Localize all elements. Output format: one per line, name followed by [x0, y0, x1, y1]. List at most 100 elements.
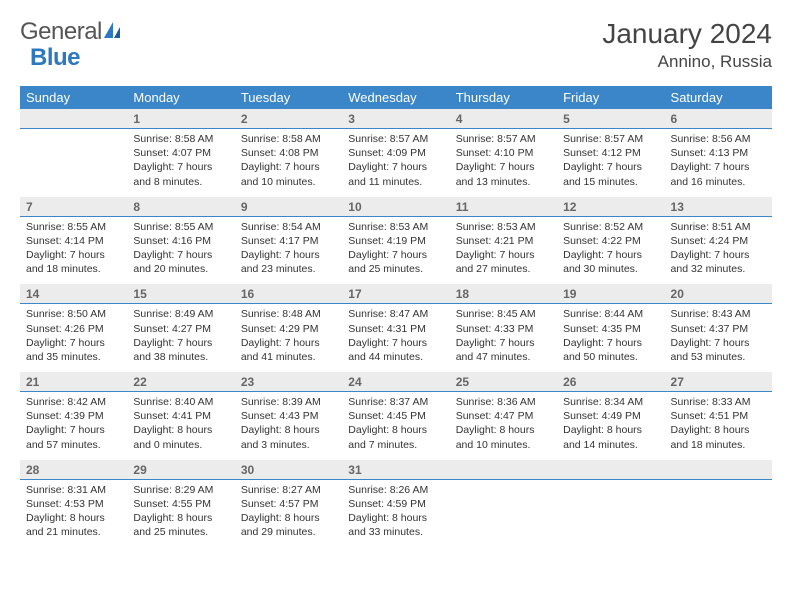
day-detail-line: Sunrise: 8:56 AM [671, 132, 766, 146]
day-detail-line: Daylight: 7 hours [563, 160, 658, 174]
day-detail-cell [450, 479, 557, 547]
day-detail-cell: Sunrise: 8:53 AMSunset: 4:21 PMDaylight:… [450, 216, 557, 284]
day-detail-cell: Sunrise: 8:27 AMSunset: 4:57 PMDaylight:… [235, 479, 342, 547]
day-number: 2 [235, 109, 342, 128]
day-detail-line: and 35 minutes. [26, 350, 121, 364]
day-detail: Sunrise: 8:40 AMSunset: 4:41 PMDaylight:… [127, 392, 234, 460]
day-detail-line: Sunset: 4:07 PM [133, 146, 228, 160]
day-detail [665, 485, 772, 543]
day-detail: Sunrise: 8:57 AMSunset: 4:12 PMDaylight:… [557, 129, 664, 197]
day-detail-cell [557, 479, 664, 547]
day-number-cell: 15 [127, 284, 234, 304]
day-detail-line: Daylight: 7 hours [456, 336, 551, 350]
day-detail-line: Sunset: 4:47 PM [456, 409, 551, 423]
day-number-cell: 8 [127, 197, 234, 217]
day-number: 5 [557, 109, 664, 128]
day-detail-line: and 13 minutes. [456, 175, 551, 189]
calendar-body: 123456Sunrise: 8:58 AMSunset: 4:07 PMDay… [20, 109, 772, 547]
day-detail-line: and 41 minutes. [241, 350, 336, 364]
day-detail: Sunrise: 8:51 AMSunset: 4:24 PMDaylight:… [665, 217, 772, 285]
day-detail-line: Sunset: 4:35 PM [563, 322, 658, 336]
day-detail-cell: Sunrise: 8:57 AMSunset: 4:09 PMDaylight:… [342, 129, 449, 197]
day-detail-line: Daylight: 7 hours [241, 336, 336, 350]
day-number: 16 [235, 284, 342, 303]
day-number-cell: 26 [557, 372, 664, 392]
week-daynum-row: 123456 [20, 109, 772, 129]
day-detail-line: Sunset: 4:57 PM [241, 497, 336, 511]
day-number-cell: 20 [665, 284, 772, 304]
day-number: 11 [450, 197, 557, 216]
day-detail-line: Daylight: 7 hours [563, 248, 658, 262]
day-detail-line: Daylight: 8 hours [671, 423, 766, 437]
day-number: 7 [20, 197, 127, 216]
day-detail-line: and 33 minutes. [348, 525, 443, 539]
day-detail-line: and 25 minutes. [133, 525, 228, 539]
day-detail-line: Daylight: 8 hours [241, 423, 336, 437]
day-number: 24 [342, 372, 449, 391]
day-detail-cell: Sunrise: 8:43 AMSunset: 4:37 PMDaylight:… [665, 304, 772, 372]
day-detail-line: and 16 minutes. [671, 175, 766, 189]
day-detail: Sunrise: 8:50 AMSunset: 4:26 PMDaylight:… [20, 304, 127, 372]
day-detail-cell: Sunrise: 8:48 AMSunset: 4:29 PMDaylight:… [235, 304, 342, 372]
day-detail: Sunrise: 8:53 AMSunset: 4:19 PMDaylight:… [342, 217, 449, 285]
day-detail-cell: Sunrise: 8:55 AMSunset: 4:16 PMDaylight:… [127, 216, 234, 284]
day-detail-line: Sunset: 4:16 PM [133, 234, 228, 248]
logo-text-b: Blue [30, 44, 80, 71]
day-detail-cell: Sunrise: 8:57 AMSunset: 4:12 PMDaylight:… [557, 129, 664, 197]
day-detail-line: and 30 minutes. [563, 262, 658, 276]
day-detail-line: and 0 minutes. [133, 438, 228, 452]
day-detail: Sunrise: 8:55 AMSunset: 4:14 PMDaylight:… [20, 217, 127, 285]
day-detail-line: Sunrise: 8:36 AM [456, 395, 551, 409]
day-number: 4 [450, 109, 557, 128]
day-number-cell: 12 [557, 197, 664, 217]
day-number: 15 [127, 284, 234, 303]
day-detail-line: and 20 minutes. [133, 262, 228, 276]
day-detail-line: Sunset: 4:45 PM [348, 409, 443, 423]
day-number [665, 467, 772, 472]
day-number: 13 [665, 197, 772, 216]
day-detail: Sunrise: 8:48 AMSunset: 4:29 PMDaylight:… [235, 304, 342, 372]
day-detail-line: Daylight: 7 hours [26, 336, 121, 350]
day-detail-line: Sunrise: 8:58 AM [133, 132, 228, 146]
day-detail-line: Daylight: 8 hours [348, 423, 443, 437]
day-detail-cell: Sunrise: 8:40 AMSunset: 4:41 PMDaylight:… [127, 392, 234, 460]
day-number: 30 [235, 460, 342, 479]
day-detail: Sunrise: 8:42 AMSunset: 4:39 PMDaylight:… [20, 392, 127, 460]
day-number: 10 [342, 197, 449, 216]
day-detail-line: Daylight: 7 hours [241, 160, 336, 174]
day-detail-line: Sunrise: 8:43 AM [671, 307, 766, 321]
day-number: 3 [342, 109, 449, 128]
day-detail-line: and 44 minutes. [348, 350, 443, 364]
day-detail-line: Sunrise: 8:37 AM [348, 395, 443, 409]
col-wed: Wednesday [342, 86, 449, 109]
week-daynum-row: 21222324252627 [20, 372, 772, 392]
day-number-cell: 13 [665, 197, 772, 217]
day-detail-line: Daylight: 8 hours [26, 511, 121, 525]
day-number-cell: 24 [342, 372, 449, 392]
day-detail-line: and 18 minutes. [26, 262, 121, 276]
day-number-cell: 17 [342, 284, 449, 304]
day-detail-cell: Sunrise: 8:33 AMSunset: 4:51 PMDaylight:… [665, 392, 772, 460]
day-detail-line: Sunset: 4:08 PM [241, 146, 336, 160]
title-block: January 2024 Annino, Russia [602, 18, 772, 72]
day-detail-line: Daylight: 7 hours [456, 248, 551, 262]
day-detail-line: and 57 minutes. [26, 438, 121, 452]
day-detail-line: Daylight: 8 hours [456, 423, 551, 437]
day-detail-line: Daylight: 8 hours [241, 511, 336, 525]
day-detail-line: Daylight: 7 hours [671, 160, 766, 174]
day-detail-cell: Sunrise: 8:44 AMSunset: 4:35 PMDaylight:… [557, 304, 664, 372]
week-detail-row: Sunrise: 8:55 AMSunset: 4:14 PMDaylight:… [20, 216, 772, 284]
sail-icon [102, 20, 124, 45]
day-number-cell: 3 [342, 109, 449, 129]
day-number-cell: 6 [665, 109, 772, 129]
week-detail-row: Sunrise: 8:50 AMSunset: 4:26 PMDaylight:… [20, 304, 772, 372]
day-number: 29 [127, 460, 234, 479]
day-detail: Sunrise: 8:26 AMSunset: 4:59 PMDaylight:… [342, 480, 449, 548]
day-number-cell: 28 [20, 460, 127, 480]
day-detail-line: Daylight: 7 hours [563, 336, 658, 350]
day-number-cell: 19 [557, 284, 664, 304]
day-detail-cell: Sunrise: 8:54 AMSunset: 4:17 PMDaylight:… [235, 216, 342, 284]
day-detail-line: Sunset: 4:13 PM [671, 146, 766, 160]
day-detail-line: Sunrise: 8:57 AM [563, 132, 658, 146]
day-number-cell: 11 [450, 197, 557, 217]
